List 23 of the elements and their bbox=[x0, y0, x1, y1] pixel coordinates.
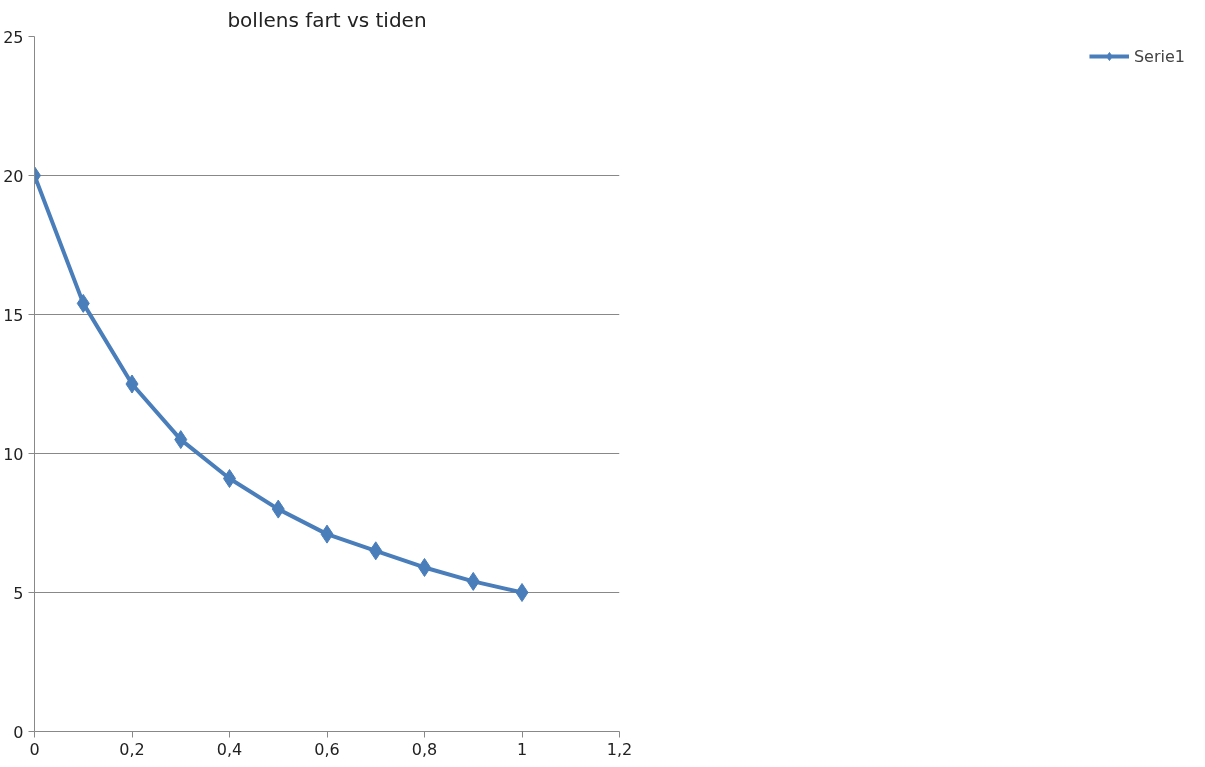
point bbox=[515, 583, 529, 602]
y-tick-label: 0 bbox=[13, 722, 24, 742]
y-tick-label: 10 bbox=[3, 444, 24, 464]
point bbox=[466, 571, 480, 591]
point bbox=[271, 499, 285, 519]
legend-label: Serie1 bbox=[1133, 46, 1185, 66]
point bbox=[320, 524, 334, 544]
x-tick-label: 1,2 bbox=[606, 739, 633, 759]
x-tick-label: 0,2 bbox=[119, 739, 145, 759]
y-tick-label: 5 bbox=[13, 583, 24, 603]
x-tick-label: 1 bbox=[516, 739, 528, 759]
x-tick-label: 0,6 bbox=[314, 739, 340, 759]
point bbox=[174, 430, 188, 450]
point bbox=[369, 541, 383, 561]
x-tick-label: 0 bbox=[29, 739, 40, 759]
y-tick-label: 15 bbox=[3, 305, 24, 325]
y-tick-label: 25 bbox=[3, 27, 24, 47]
point bbox=[125, 374, 139, 394]
point bbox=[76, 293, 90, 313]
chart-title: bollens fart vs tiden bbox=[227, 7, 427, 32]
x-tick-label: 0,4 bbox=[216, 739, 243, 759]
y-tick-label: 20 bbox=[3, 166, 24, 186]
x-tick-label: 0,8 bbox=[411, 739, 438, 759]
